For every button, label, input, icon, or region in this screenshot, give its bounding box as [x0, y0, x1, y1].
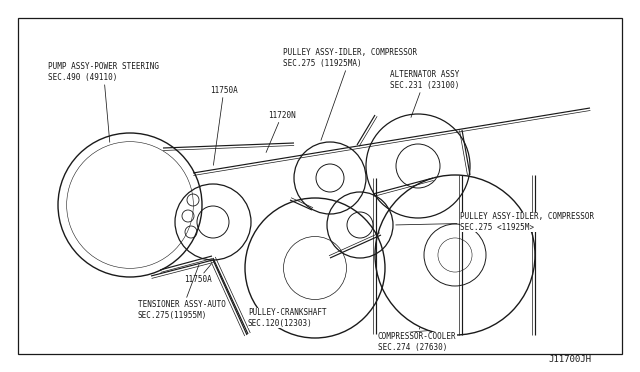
Text: 11750A: 11750A: [184, 264, 212, 285]
Text: 11750A: 11750A: [210, 86, 237, 165]
Text: PULLEY ASSY-IDLER, COMPRESSOR
SEC.275 <11925M>: PULLEY ASSY-IDLER, COMPRESSOR SEC.275 <1…: [396, 212, 594, 232]
Text: PUMP ASSY-POWER STEERING
SEC.490 (49110): PUMP ASSY-POWER STEERING SEC.490 (49110): [48, 62, 159, 142]
Text: ALTERNATOR ASSY
SEC.231 (23100): ALTERNATOR ASSY SEC.231 (23100): [390, 70, 460, 118]
Text: TENSIONER ASSY-AUTO
SEC.275(11955M): TENSIONER ASSY-AUTO SEC.275(11955M): [138, 264, 226, 320]
Text: J11700JH: J11700JH: [548, 355, 591, 364]
Text: PULLEY ASSY-IDLER, COMPRESSOR
SEC.275 (11925MA): PULLEY ASSY-IDLER, COMPRESSOR SEC.275 (1…: [283, 48, 417, 140]
Text: PULLEY-CRANKSHAFT
SEC.120(12303): PULLEY-CRANKSHAFT SEC.120(12303): [248, 308, 326, 328]
Text: COMPRESSOR-COOLER
SEC.274 (27630): COMPRESSOR-COOLER SEC.274 (27630): [378, 328, 456, 352]
Text: 11720N: 11720N: [266, 110, 296, 153]
